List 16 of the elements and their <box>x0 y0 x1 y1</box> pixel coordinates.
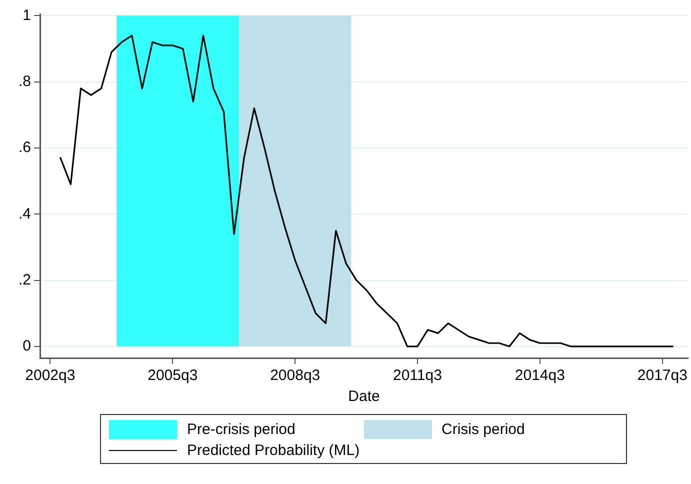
y-tick-label: 1 <box>22 6 31 24</box>
y-tick-label: .6 <box>18 139 31 156</box>
x-axis-title: Date <box>348 388 380 406</box>
legend-label: Crisis period <box>442 421 525 438</box>
x-tick-label: 2014q3 <box>514 367 565 384</box>
y-tick-label: .8 <box>18 72 31 90</box>
x-tick-label: 2002q3 <box>25 367 76 384</box>
legend-label: Predicted Probability (ML) <box>187 442 360 459</box>
y-tick-label: .2 <box>18 271 31 288</box>
x-tick-label: 2008q3 <box>270 367 320 384</box>
x-tick-label: 2011q3 <box>392 367 442 384</box>
y-tick-label: .4 <box>18 205 31 222</box>
y-tick-label: 0 <box>22 338 31 355</box>
x-tick-label: 2005q3 <box>148 367 198 384</box>
legend-label: Pre-crisis period <box>187 421 296 438</box>
x-tick-label: 2017q3 <box>637 367 688 384</box>
